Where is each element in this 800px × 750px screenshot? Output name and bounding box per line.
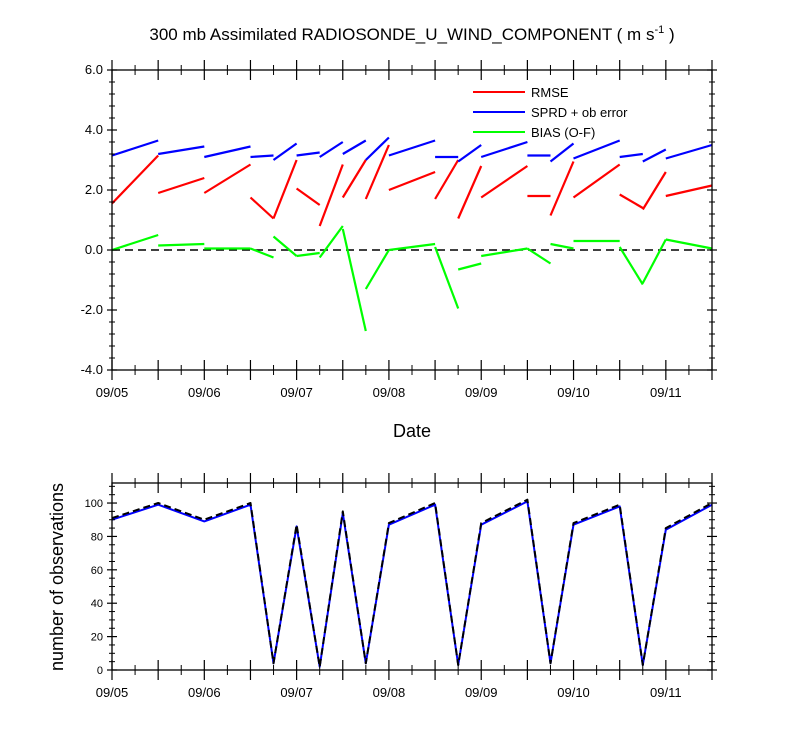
top-xtick-label: 09/06 (188, 385, 221, 400)
top-data-lines (111, 136, 713, 332)
bottom-xtick-label: 09/09 (465, 685, 498, 700)
series-bias-o-f-segment (481, 247, 528, 258)
series-sprd-ob-error-segment (158, 145, 205, 156)
series-bias-o-f-segment (158, 242, 205, 247)
series-sprd-ob-error-segment (296, 151, 320, 157)
series-sprd-ob-error-segment (319, 141, 344, 158)
bottom-ytick-label: 80 (91, 531, 103, 543)
bottom-data-lines (111, 498, 713, 668)
chart-title-suffix: ) (664, 25, 674, 44)
series-rmse-segment (619, 193, 644, 209)
top-xtick-label: 09/05 (96, 385, 129, 400)
series-sprd-ob-error-segment (619, 152, 643, 159)
series-bias-o-f-segment (434, 246, 460, 309)
series-rmse-segment (157, 176, 205, 195)
series-rmse-segment (480, 165, 529, 199)
bottom-xtick-label: 09/11 (650, 685, 682, 700)
series-rmse-segment (341, 159, 367, 199)
series-bias-o-f-segment (388, 242, 436, 252)
bottom-panel: 0 20 40 60 80 100 09/05 09/06 09/07 09/08 09/09 09/… (85, 473, 717, 700)
bottom-xtick-label: 09/10 (557, 685, 590, 700)
series-bias-o-f-segment (318, 225, 344, 259)
bottom-xtick-label: 09/08 (373, 685, 406, 700)
bottom-xtick-label: 09/05 (96, 685, 129, 700)
x-axis-title: Date (393, 421, 431, 441)
series-rmse-segment (388, 170, 436, 192)
top-ytick-label: 2.0 (85, 182, 103, 197)
series-bias-o-f-segment (641, 238, 667, 284)
series-sprd-ob-error-segment (250, 154, 274, 159)
series-rmse-segment (665, 184, 713, 198)
series-bias-o-f-segment (341, 228, 367, 332)
series-rmse-segment (318, 164, 344, 227)
series-observations-used-line (111, 500, 713, 668)
series-bias-o-f-segment (364, 249, 390, 290)
series-observations-possible-line (111, 498, 713, 668)
bottom-ytick-label: 40 (91, 598, 103, 610)
series-bias-o-f-segment (665, 238, 713, 250)
bottom-ytick-label: 0 (97, 665, 103, 677)
series-rmse-segment (272, 159, 298, 219)
top-ytick-label: -2.0 (81, 302, 103, 317)
series-bias-o-f-segment (550, 242, 574, 250)
series-rmse-segment (572, 163, 621, 199)
chart-title-superscript: -1 (654, 24, 664, 36)
chart-title: 300 mb Assimilated RADIOSONDE_U_WIND_COM… (149, 24, 674, 44)
top-ytick-label: 4.0 (85, 122, 103, 137)
bottom-ytick-label: 60 (91, 565, 103, 577)
series-bias-o-f-segment (111, 233, 159, 252)
top-axis-ticks: -4.0 -2.0 0.0 2.0 4.0 6.0 09/05 09/06 09/07 09/08… (81, 60, 717, 400)
legend-label-sprd-ob-error: SPRD + ob error (531, 105, 628, 120)
y-axis-title-observations: number of observations (47, 483, 67, 671)
bottom-xtick-label: 09/07 (280, 685, 313, 700)
top-xtick-label: 09/10 (557, 385, 590, 400)
bottom-ytick-label: 100 (85, 498, 103, 510)
series-sprd-ob-error-segment (573, 139, 621, 160)
series-sprd-ob-error-segment (204, 145, 251, 159)
series-sprd-ob-error-segment (365, 136, 390, 161)
top-panel: -4.0 -2.0 0.0 2.0 4.0 6.0 09/05 09/06 09/07 09/08… (81, 60, 717, 400)
top-ytick-label: -4.0 (81, 362, 103, 377)
series-sprd-ob-error-segment (111, 139, 159, 157)
series-bias-o-f-segment (296, 251, 320, 258)
series-rmse-segment (434, 159, 460, 200)
series-bias-o-f-segment (618, 246, 644, 286)
series-bias-o-f-segment (250, 247, 274, 259)
top-xtick-label: 09/08 (373, 385, 406, 400)
legend-label-bias-o-f: BIAS (O-F) (531, 125, 595, 140)
top-ytick-label: 6.0 (85, 62, 103, 77)
series-sprd-ob-error-segment (665, 143, 713, 160)
series-rmse-segment (457, 165, 483, 219)
series-rmse-segment (549, 161, 575, 216)
legend-label-rmse: RMSE (531, 85, 569, 100)
series-sprd-ob-error-segment (457, 144, 482, 163)
series-rmse-segment (641, 171, 667, 211)
chart-title-main: 300 mb Assimilated RADIOSONDE_U_WIND_COM… (149, 25, 654, 44)
top-xtick-label: 09/09 (465, 385, 498, 400)
series-bias-o-f-segment (272, 235, 298, 257)
bottom-xtick-label: 09/06 (188, 685, 221, 700)
series-rmse-segment (203, 163, 252, 194)
series-sprd-ob-error-segment (549, 142, 575, 163)
series-rmse-segment (111, 154, 159, 205)
series-bias-o-f-segment (457, 262, 482, 271)
bottom-ytick-label: 20 (91, 632, 103, 644)
bottom-plot-frame (111, 482, 713, 671)
series-rmse-segment (295, 187, 321, 206)
series-sprd-ob-error-segment (388, 139, 436, 157)
bottom-axis-ticks: 0 20 40 60 80 100 09/05 09/06 09/07 09/08 09/09 09/… (85, 473, 717, 700)
series-rmse-segment (364, 144, 390, 200)
legend: RMSE SPRD + ob error BIAS (O-F) (473, 85, 628, 140)
series-bias-o-f-segment (526, 247, 552, 265)
series-sprd-ob-error-segment (342, 139, 367, 155)
top-xtick-label: 09/11 (650, 385, 682, 400)
series-sprd-ob-error-segment (642, 148, 667, 163)
top-ytick-label: 0.0 (85, 242, 103, 257)
series-sprd-ob-error-segment (272, 142, 298, 161)
top-xtick-label: 09/07 (280, 385, 313, 400)
series-sprd-ob-error-segment (480, 140, 528, 159)
series-rmse-segment (249, 196, 275, 220)
